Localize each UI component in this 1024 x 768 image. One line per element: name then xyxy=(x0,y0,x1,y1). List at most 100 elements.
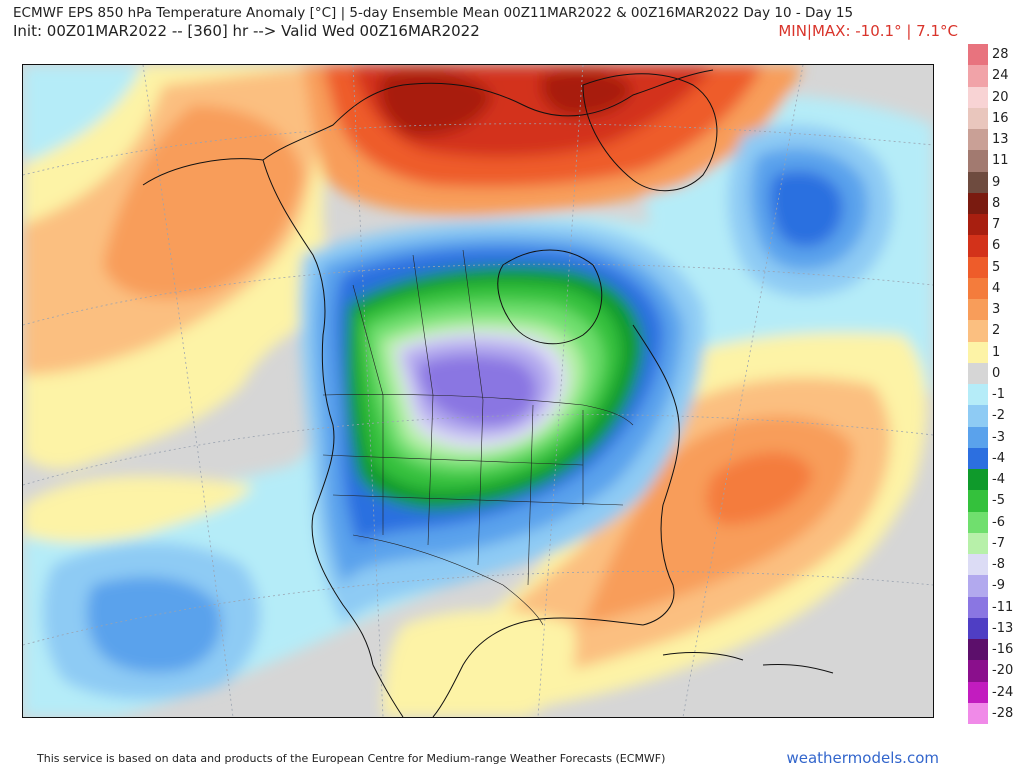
legend-entry: 4 xyxy=(968,277,1020,299)
legend-entry: -16 xyxy=(968,639,1020,661)
legend-swatch xyxy=(968,320,988,342)
legend-swatch xyxy=(968,469,988,491)
legend-swatch xyxy=(968,490,988,512)
legend-swatch xyxy=(968,86,988,108)
legend-entry: 20 xyxy=(968,86,1020,108)
legend-entry: -7 xyxy=(968,532,1020,554)
legend-swatch xyxy=(968,447,988,469)
legend-swatch xyxy=(968,384,988,406)
legend-entry: -11 xyxy=(968,596,1020,618)
legend-label: -13 xyxy=(992,620,1014,636)
legend-label: 6 xyxy=(992,238,1001,254)
legend-label: -2 xyxy=(992,408,1005,424)
anomaly-shading xyxy=(23,65,933,717)
legend-label: -4 xyxy=(992,472,1005,487)
legend-swatch xyxy=(968,426,988,448)
legend-label: -7 xyxy=(992,535,1005,551)
legend-entry: 1 xyxy=(968,341,1020,363)
site-link[interactable]: weathermodels.com xyxy=(786,749,939,767)
legend-swatch xyxy=(968,341,988,363)
legend-label: -4 xyxy=(992,450,1005,466)
legend-swatch xyxy=(968,299,988,321)
legend-swatch xyxy=(968,150,988,172)
legend-swatch xyxy=(968,256,988,278)
graticule xyxy=(23,65,933,717)
legend-label: 3 xyxy=(992,302,1001,317)
legend-label: 16 xyxy=(992,110,1009,126)
coastlines xyxy=(142,69,834,717)
legend-entry: -20 xyxy=(968,660,1020,682)
legend-entry: -4 xyxy=(968,469,1020,491)
legend-swatch xyxy=(968,129,988,151)
legend-entry: 28 xyxy=(968,44,1020,66)
legend-swatch xyxy=(968,214,988,236)
legend-label: 28 xyxy=(992,47,1009,62)
legend-label: 11 xyxy=(992,153,1009,169)
legend-label: 2 xyxy=(992,323,1001,339)
legend-label: 20 xyxy=(992,89,1009,105)
legend-swatch xyxy=(968,192,988,214)
legend-swatch xyxy=(968,107,988,129)
legend-swatch xyxy=(968,702,988,724)
legend-label: 13 xyxy=(992,132,1009,147)
legend-entry: -13 xyxy=(968,617,1020,639)
legend-label: -6 xyxy=(992,514,1005,530)
legend-swatch xyxy=(968,660,988,682)
legend-label: 8 xyxy=(992,195,1001,211)
legend-swatch xyxy=(968,277,988,299)
legend-swatch xyxy=(968,44,988,66)
legend-entry: -4 xyxy=(968,447,1020,469)
legend-label: 7 xyxy=(992,217,1001,232)
legend-label: -16 xyxy=(992,642,1014,657)
legend-swatch xyxy=(968,511,988,533)
legend-entry: -1 xyxy=(968,384,1020,406)
legend-swatch xyxy=(968,617,988,639)
legend-swatch xyxy=(968,554,988,576)
legend-entry: -28 xyxy=(968,702,1020,724)
legend-entry: 11 xyxy=(968,150,1020,172)
legend-label: 4 xyxy=(992,280,1001,296)
min-max-readout: MIN|MAX: -10.1° | 7.1°C xyxy=(778,22,958,40)
legend-label: -20 xyxy=(992,663,1014,679)
legend-swatch xyxy=(968,235,988,257)
ecmwf-credit: This service is based on data and produc… xyxy=(37,752,666,765)
legend-label: 24 xyxy=(992,68,1009,84)
anomaly-map xyxy=(22,64,934,718)
legend-swatch xyxy=(968,532,988,554)
legend-label: 1 xyxy=(992,344,1001,360)
legend-entry: -6 xyxy=(968,511,1020,533)
legend-label: -1 xyxy=(992,387,1005,402)
legend-entry: 16 xyxy=(968,107,1020,129)
legend-label: -3 xyxy=(992,429,1005,445)
legend-entry: 7 xyxy=(968,214,1020,236)
legend-entry: -8 xyxy=(968,554,1020,576)
legend-label: -9 xyxy=(992,578,1005,594)
legend-label: 9 xyxy=(992,174,1001,190)
legend-label: 0 xyxy=(992,365,1001,381)
legend-label: -11 xyxy=(992,599,1014,615)
legend-entry: -24 xyxy=(968,681,1020,703)
legend-entry: 2 xyxy=(968,320,1020,342)
legend-swatch xyxy=(968,681,988,703)
legend-entry: 5 xyxy=(968,256,1020,278)
legend-entry: 8 xyxy=(968,192,1020,214)
legend-swatch xyxy=(968,65,988,87)
legend-swatch xyxy=(968,575,988,597)
legend-swatch xyxy=(968,362,988,384)
legend-entry: 0 xyxy=(968,362,1020,384)
anomaly-map-canvas xyxy=(23,65,933,717)
legend-entry: 13 xyxy=(968,129,1020,151)
legend-entry: -2 xyxy=(968,405,1020,427)
legend-entry: -3 xyxy=(968,426,1020,448)
legend-label: -28 xyxy=(992,705,1014,721)
legend-label: -24 xyxy=(992,684,1014,700)
legend-swatch xyxy=(968,639,988,661)
legend-entry: 24 xyxy=(968,65,1020,87)
legend-swatch xyxy=(968,171,988,193)
color-scale-legend: 28 24 20 16 13 11 9 8 7 6 5 4 3 2 1 0 -1 -2 -3 -4 -4 -5 -6 -7 -8… xyxy=(968,44,1020,724)
legend-label: -5 xyxy=(992,493,1005,509)
legend-swatch xyxy=(968,596,988,618)
legend-label: 5 xyxy=(992,259,1001,275)
map-subtitle: Init: 00Z01MAR2022 -- [360] hr --> Valid… xyxy=(13,22,480,40)
legend-entry: 6 xyxy=(968,235,1020,257)
